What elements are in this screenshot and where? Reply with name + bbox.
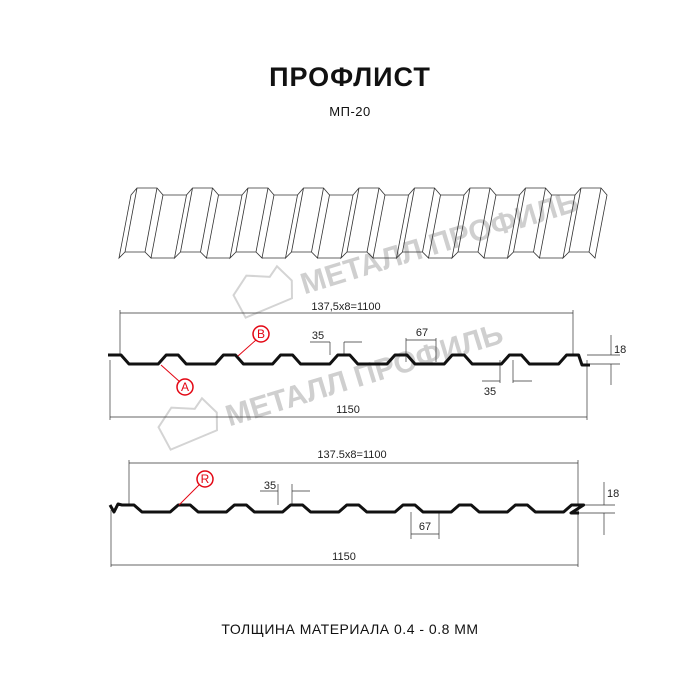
profile-top-outline — [108, 353, 590, 367]
watermark-logo-icon — [232, 264, 293, 319]
marker-r-label: R — [201, 472, 210, 486]
sheet-3d-illustration — [118, 187, 608, 260]
width-dimension-label: 1150 — [336, 404, 360, 416]
sheet-valley — [484, 194, 520, 259]
sheet-rib — [284, 187, 330, 260]
profile-bottom — [108, 460, 615, 567]
marker-r-icon — [196, 470, 214, 488]
profile-top — [108, 310, 620, 420]
watermark-1: МЕТАЛЛ ПРОФИЛЬ — [232, 185, 582, 319]
material-thickness-note: ТОЛЩИНА МАТЕРИАЛА 0.4 - 0.8 ММ — [221, 621, 479, 637]
page-title: ПРОФЛИСТ — [269, 62, 431, 92]
sheet-valley — [317, 194, 353, 259]
sheet-valley — [428, 194, 464, 259]
sheet-valley — [151, 194, 187, 259]
profile-bottom-outline — [108, 502, 586, 515]
sheet-rib — [173, 187, 219, 260]
rib-top-dimension-label: 35 — [312, 330, 324, 342]
marker-a-icon — [176, 378, 194, 396]
rib-bottom-dimension-label: 35 — [484, 386, 496, 398]
width-dimension-label: 1150 — [332, 551, 356, 563]
sheet-rib — [562, 187, 608, 260]
gap-dimension-label: 67 — [419, 521, 431, 533]
gap-dimension-label: 67 — [416, 327, 428, 339]
watermark-logo-icon — [157, 396, 218, 451]
pitch-dimension-label: 137.5x8=1100 — [317, 449, 386, 461]
pitch-dimension-label: 137,5х8=1100 — [311, 301, 380, 313]
marker-b-icon — [252, 325, 270, 343]
sheet-valley — [539, 194, 575, 259]
watermark-2: МЕТАЛЛ ПРОФИЛЬ — [157, 317, 507, 451]
sheet-valley — [262, 194, 298, 259]
marker-a-label: A — [181, 380, 189, 394]
height-dimension-label: 18 — [614, 344, 626, 356]
sheet-valley — [373, 194, 409, 259]
watermark-text: МЕТАЛЛ ПРОФИЛЬ — [297, 185, 582, 301]
rib-top-dimension-label: 35 — [264, 480, 276, 492]
marker-b-label: B — [257, 327, 265, 341]
model-label: МП-20 — [329, 104, 371, 119]
sheet-rib — [229, 187, 275, 260]
sheet-valley — [206, 194, 242, 259]
sheet-rib — [118, 187, 164, 260]
height-dimension-label: 18 — [607, 488, 619, 500]
